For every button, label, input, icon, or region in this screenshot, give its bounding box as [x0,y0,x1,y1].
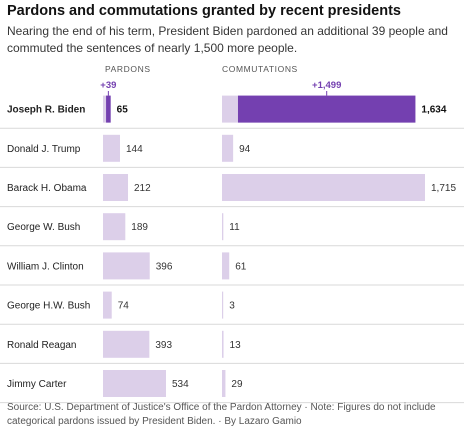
value-label-pardons-jimmy-carter: 534 [172,379,189,390]
value-label-commutations-ronald-reagan: 13 [230,340,242,351]
bar-pardons-barack-h-obama [103,174,129,201]
value-label-commutations-george-h-w-bush: 3 [229,301,235,312]
bar-commutations-donald-j-trump [222,134,234,162]
bar-pardons-william-j-clinton [103,252,150,280]
row-label-george-w-bush: George W. Bush [7,222,80,233]
row-label-ronald-reagan: Ronald Reagan [7,340,77,351]
chart-title: Pardons and commutations granted by rece… [7,3,401,19]
value-label-pardons-barack-h-obama: 212 [134,183,151,194]
value-label-pardons-ronald-reagan: 393 [155,340,172,351]
bar-pardons-ronald-reagan [103,330,150,358]
panel-header-pardons: PARDONS [105,64,151,74]
value-label-commutations-jimmy-carter: 29 [231,379,243,390]
value-label-pardons-joseph-r-biden: 65 [117,105,129,116]
row-label-joseph-r-biden: Joseph R. Biden [7,105,85,116]
row-label-donald-j-trump: Donald J. Trump [7,144,81,155]
chart-subtitle: Nearing the end of his term, President B… [7,24,448,55]
annotation-pardons: +39 [100,80,116,91]
value-label-commutations-william-j-clinton: 61 [235,261,247,272]
value-label-pardons-george-h-w-bush: 74 [118,301,130,312]
annotation-commutations: +1,499 [312,80,341,91]
value-label-commutations-donald-j-trump: 94 [239,144,251,155]
bar-pardons-donald-j-trump [103,134,120,162]
bar-pardons-george-h-w-bush [103,291,112,319]
value-label-pardons-william-j-clinton: 396 [156,261,173,272]
bar-commutations-ronald-reagan [222,330,224,358]
bar-recent-pardons-joseph-r-biden [106,95,111,123]
value-label-commutations-joseph-r-biden: 1,634 [421,105,446,116]
row-label-william-j-clinton: William J. Clinton [7,261,84,272]
bar-commutations-jimmy-carter [222,370,226,397]
value-label-commutations-george-w-bush: 11 [229,222,240,233]
bar-pardons-george-w-bush [103,213,126,241]
row-label-barack-h-obama: Barack H. Obama [7,183,87,194]
bar-commutations-barack-h-obama [222,174,425,201]
value-label-pardons-george-w-bush: 189 [131,222,148,233]
value-label-pardons-donald-j-trump: 144 [126,144,143,155]
row-label-jimmy-carter: Jimmy Carter [7,379,67,390]
bar-commutations-george-w-bush [222,213,224,241]
panel-header-commutations: COMMUTATIONS [222,64,298,74]
bar-pardons-jimmy-carter [103,370,166,397]
bar-recent-commutations-joseph-r-biden [237,95,416,123]
row-label-george-h-w-bush: George H.W. Bush [7,301,90,312]
bar-commutations-william-j-clinton [222,252,230,280]
source-note: Source: U.S. Department of Justice's Off… [7,402,436,427]
bar-commutations-george-h-w-bush [222,291,224,319]
value-label-commutations-barack-h-obama: 1,715 [431,183,456,194]
